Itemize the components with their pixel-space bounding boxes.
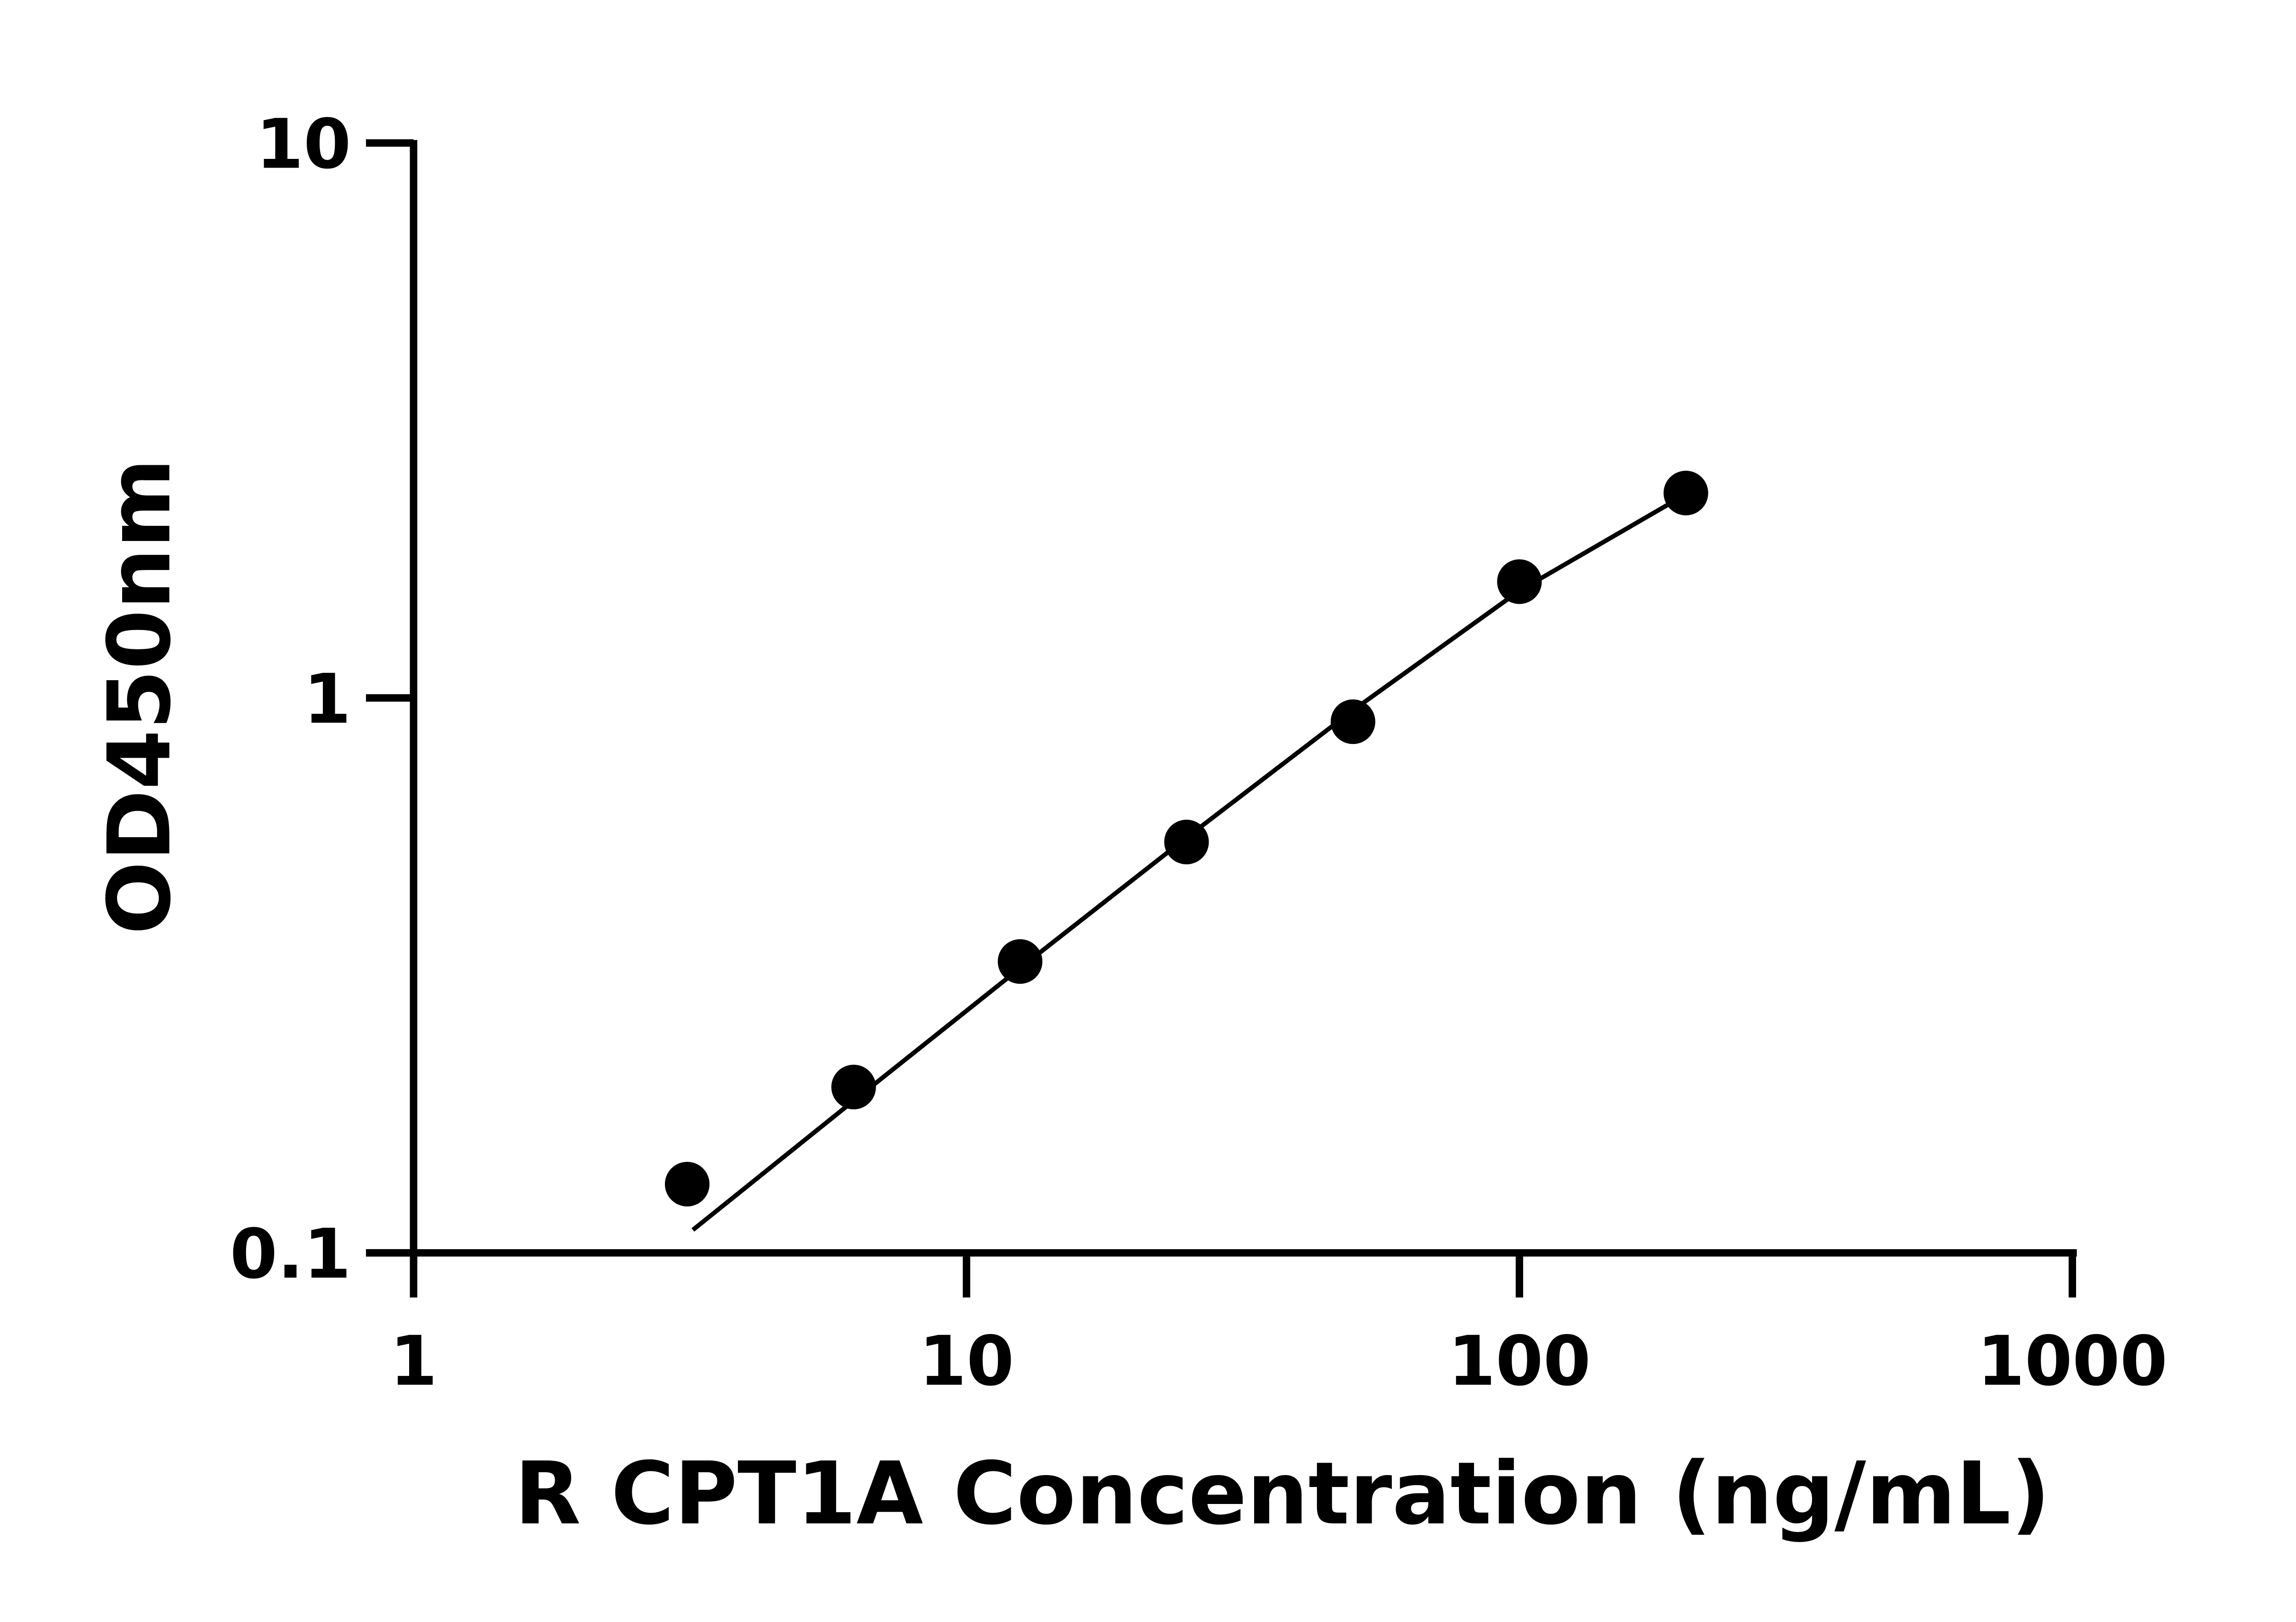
y-tick-label: 0.1	[230, 1215, 351, 1294]
data-point	[1497, 559, 1542, 604]
x-tick-label: 1000	[1977, 1322, 2168, 1401]
data-point	[831, 1064, 876, 1109]
x-tick-label: 1	[390, 1322, 438, 1401]
data-point	[1330, 699, 1375, 744]
data-point	[664, 1161, 710, 1207]
x-tick-label: 10	[919, 1322, 1014, 1401]
data-point	[1663, 471, 1708, 516]
y-tick-label: 1	[304, 660, 351, 739]
data-point	[1164, 819, 1209, 865]
data-point	[997, 939, 1043, 984]
y-axis-title: OD450nm	[90, 458, 190, 935]
fit-curve	[691, 499, 1675, 1232]
x-axis-title: R CPT1A Concentration (ng/mL)	[514, 1444, 2050, 1544]
y-tick-label: 10	[256, 105, 351, 184]
x-tick-label: 100	[1448, 1322, 1591, 1401]
